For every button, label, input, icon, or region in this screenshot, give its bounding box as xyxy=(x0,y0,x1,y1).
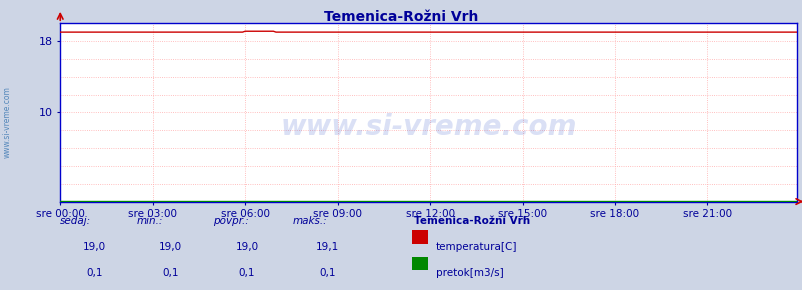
Text: 19,0: 19,0 xyxy=(235,242,258,252)
Text: sedaj:: sedaj: xyxy=(60,216,91,226)
Text: 19,0: 19,0 xyxy=(83,242,106,252)
Text: 0,1: 0,1 xyxy=(86,268,103,278)
Text: min.:: min.: xyxy=(136,216,163,226)
Text: 19,1: 19,1 xyxy=(315,242,338,252)
Text: 19,0: 19,0 xyxy=(159,242,182,252)
Text: www.si-vreme.com: www.si-vreme.com xyxy=(2,86,11,158)
Text: temperatura[C]: temperatura[C] xyxy=(435,242,516,252)
Text: Temenica-Rožni Vrh: Temenica-Rožni Vrh xyxy=(413,216,529,226)
Text: 0,1: 0,1 xyxy=(318,268,335,278)
Text: maks.:: maks.: xyxy=(293,216,327,226)
Text: pretok[m3/s]: pretok[m3/s] xyxy=(435,268,503,278)
Text: 0,1: 0,1 xyxy=(162,268,179,278)
Text: 0,1: 0,1 xyxy=(238,268,255,278)
Text: www.si-vreme.com: www.si-vreme.com xyxy=(280,113,577,141)
Text: povpr.:: povpr.: xyxy=(213,216,249,226)
Text: Temenica-Rožni Vrh: Temenica-Rožni Vrh xyxy=(324,10,478,24)
